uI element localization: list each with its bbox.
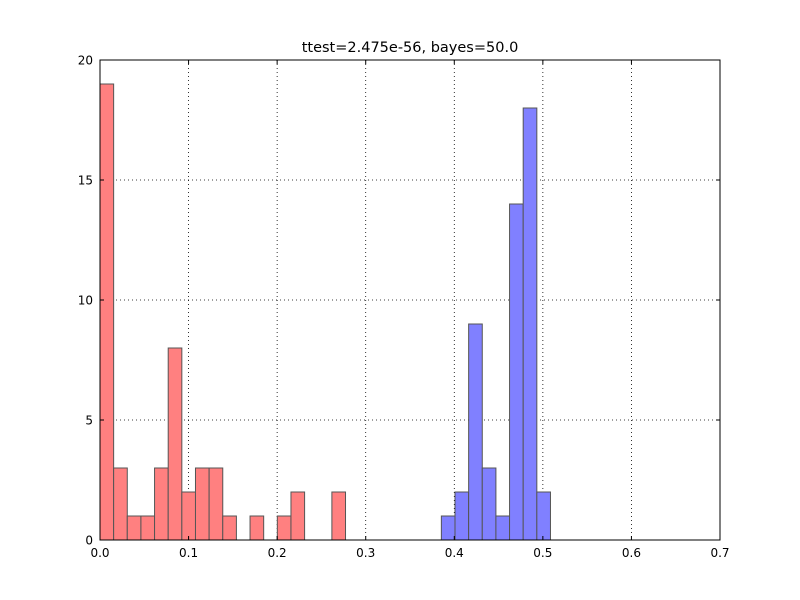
histogram-bar (167, 347, 183, 541)
histogram-bar (126, 515, 142, 541)
axis-ticks: 0.0 0.1 0.2 0.3 0.4 0.5 0.6 0.7 0 5 10 15 20 (78, 54, 730, 561)
histogram-bar (208, 467, 224, 541)
y-tick-label: 0 (85, 534, 93, 548)
histogram-bar (536, 491, 551, 541)
x-tick-label: 0.1 (179, 546, 198, 560)
x-tick-label: 0.6 (622, 546, 641, 560)
histogram-bar (522, 107, 538, 541)
histogram-bar (290, 491, 306, 541)
y-tick-label: 15 (78, 174, 93, 188)
histogram-bar (99, 83, 115, 541)
y-tick-label: 10 (78, 294, 93, 308)
chart-title: ttest=2.475e-56, bayes=50.0 (302, 40, 519, 56)
histogram-bars (99, 83, 551, 541)
histogram-bar (331, 491, 347, 541)
histogram-bar (249, 515, 265, 541)
histogram-bar (454, 491, 470, 541)
histogram-bar (481, 467, 497, 541)
histogram-bar (468, 323, 483, 541)
x-tick-label: 0.0 (90, 546, 109, 560)
grid-lines (100, 60, 720, 540)
histogram-bar (440, 515, 456, 541)
x-tick-label: 0.2 (268, 546, 287, 560)
histogram-bar (113, 467, 128, 541)
x-tick-label: 0.4 (445, 546, 464, 560)
histogram-bar (194, 467, 210, 541)
histogram-bar (140, 515, 156, 541)
y-tick-label: 20 (78, 54, 93, 68)
histogram-bar (154, 467, 169, 541)
histogram-bar (276, 515, 292, 541)
histogram-bar (509, 203, 524, 541)
y-tick-label: 5 (85, 414, 93, 428)
histogram-bar (181, 491, 196, 541)
histogram-bar (495, 515, 511, 541)
x-tick-label: 0.7 (710, 546, 729, 560)
x-tick-label: 0.3 (356, 546, 375, 560)
x-tick-label: 0.5 (533, 546, 552, 560)
histogram-bar (222, 515, 237, 541)
